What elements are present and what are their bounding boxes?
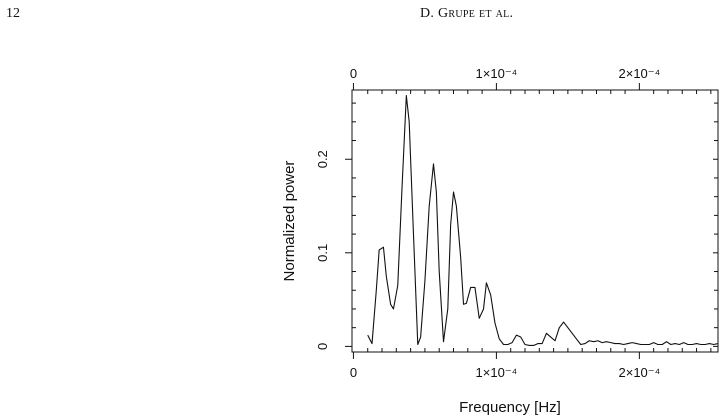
x-axis-title: Frequency [Hz]	[459, 399, 561, 416]
x-tick-label-bottom: 0	[350, 365, 357, 380]
x-tick-label-top: 2×10⁻⁴	[619, 66, 661, 81]
running-head: D. Grupe et al.	[420, 6, 514, 21]
y-tick-label: 0.1	[315, 244, 330, 262]
y-tick-label: 0	[315, 343, 330, 350]
normalized-power-line	[367, 95, 719, 346]
y-axis-ticks: 0 0.1 0.2	[315, 102, 718, 350]
x-axis-ticks: 0 0 1×10⁻⁴ 1×10⁻⁴ 2×10⁻⁴ 2×10⁻⁴	[350, 66, 712, 380]
page-number: 12	[6, 6, 20, 21]
x-tick-label-bottom: 1×10⁻⁴	[476, 365, 518, 380]
y-tick-label: 0.2	[315, 150, 330, 168]
x-tick-label-bottom: 2×10⁻⁴	[619, 365, 661, 380]
y-axis-title: Normalized power	[281, 161, 298, 282]
plot-frame	[351, 89, 719, 353]
x-tick-label-top: 0	[350, 66, 357, 81]
x-tick-label-top: 1×10⁻⁴	[476, 66, 518, 81]
